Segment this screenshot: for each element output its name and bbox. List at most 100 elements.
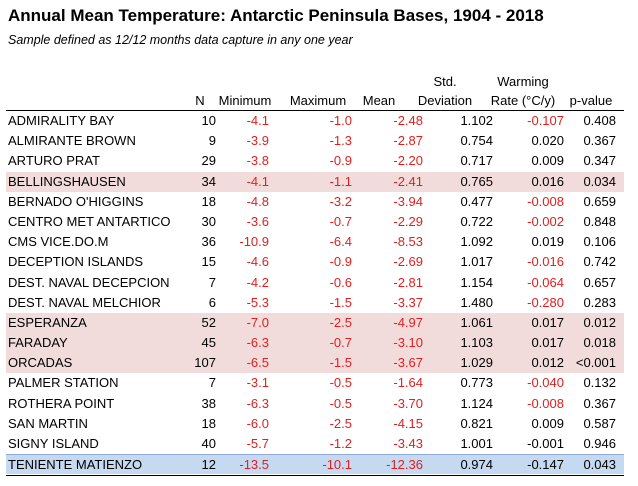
station-name: CENTRO MET ANTARTICO xyxy=(8,213,171,229)
table-row: ALMIRANTE BROWN 9 -3.9 -1.3 -2.87 0.754 0.020 0… xyxy=(6,131,624,151)
mean-value: -2.87 xyxy=(393,133,423,149)
maximum-value: -0.7 xyxy=(329,335,352,351)
warming-rate-value: 0.012 xyxy=(531,355,564,371)
std-deviation-value: 0.477 xyxy=(460,193,493,209)
mean-value: -2.20 xyxy=(393,153,423,169)
maximum-value: -0.5 xyxy=(329,375,352,391)
n-value: 18 xyxy=(201,415,216,431)
maximum-value: -10.1 xyxy=(322,457,352,473)
minimum-value: -7.0 xyxy=(246,314,269,330)
n-value: 18 xyxy=(201,193,216,209)
maximum-value: -0.6 xyxy=(329,274,352,290)
minimum-value: -3.1 xyxy=(246,375,269,391)
mean-value: -3.94 xyxy=(393,193,423,209)
table-bottom-border xyxy=(6,475,624,476)
mean-value: -3.70 xyxy=(393,395,423,411)
minimum-value: -3.6 xyxy=(246,213,269,229)
station-name: CMS VICE.DO.M xyxy=(8,234,109,250)
std-deviation-value: 0.773 xyxy=(460,375,493,391)
warming-rate-value: 0.017 xyxy=(531,314,564,330)
station-name: TENIENTE MATIENZO xyxy=(8,457,143,473)
n-value: 30 xyxy=(201,213,216,229)
p-value: 0.367 xyxy=(583,395,616,411)
p-value: 0.043 xyxy=(583,457,616,473)
std-deviation-value: 1.061 xyxy=(460,314,493,330)
mean-value: -3.10 xyxy=(393,335,423,351)
warming-rate-value: 0.016 xyxy=(531,173,564,189)
std-deviation-value: 0.821 xyxy=(460,415,493,431)
warming-rate-value: -0.008 xyxy=(527,193,564,209)
maximum-value: -2.5 xyxy=(329,314,352,330)
p-value: <0.001 xyxy=(575,355,616,371)
mean-value: -2.29 xyxy=(393,213,423,229)
mean-value: -12.36 xyxy=(386,457,423,473)
station-name: SIGNY ISLAND xyxy=(8,436,99,451)
station-name: SAN MARTIN xyxy=(8,415,88,431)
n-value: 34 xyxy=(201,173,216,189)
mean-value: -2.81 xyxy=(393,274,423,290)
maximum-value: -1.5 xyxy=(329,294,352,310)
station-name: BERNADO O'HIGGINS xyxy=(8,193,144,209)
warming-rate-value: -0.280 xyxy=(527,294,564,310)
p-value: 0.367 xyxy=(583,133,616,149)
maximum-value: -0.9 xyxy=(329,254,352,270)
table-row: ADMIRALITY BAY 10 -4.1 -1.0 -2.48 1.102 -0.107… xyxy=(6,111,624,131)
table-title: Annual Mean Temperature: Antarctic Penin… xyxy=(8,6,544,25)
n-value: 6 xyxy=(208,294,216,310)
header-minimum: Minimum xyxy=(218,93,272,108)
warming-rate-value: 0.020 xyxy=(531,133,564,149)
p-value: 0.132 xyxy=(583,375,616,391)
minimum-value: -3.8 xyxy=(246,153,269,169)
table-row: SAN MARTIN 18 -6.0 -2.5 -4.15 0.821 0.009 0.587 xyxy=(6,414,624,434)
n-value: 38 xyxy=(201,395,216,411)
minimum-value: -4.1 xyxy=(246,113,269,128)
n-value: 15 xyxy=(201,254,216,270)
maximum-value: -1.2 xyxy=(329,436,352,451)
maximum-value: -1.0 xyxy=(329,113,352,128)
table-row: ORCADAS 107 -6.5 -1.5 -3.67 1.029 0.012 <0.001 xyxy=(6,353,624,374)
minimum-value: -10.9 xyxy=(239,234,269,250)
minimum-value: -6.3 xyxy=(246,395,269,411)
header-warming-line1: Warming xyxy=(497,74,549,89)
minimum-value: -6.3 xyxy=(246,335,269,351)
p-value: 0.946 xyxy=(583,436,616,451)
station-name: ADMIRALITY BAY xyxy=(8,113,115,128)
mean-value: -3.67 xyxy=(393,355,423,371)
warming-rate-value: -0.016 xyxy=(527,254,564,270)
maximum-value: -2.5 xyxy=(329,415,352,431)
station-name: BELLINGSHAUSEN xyxy=(8,173,126,189)
std-deviation-value: 1.480 xyxy=(460,294,493,310)
n-value: 7 xyxy=(208,274,216,290)
table-row: BELLINGSHAUSEN 34 -4.1 -1.1 -2.41 0.765 0.016 0… xyxy=(6,171,624,192)
warming-rate-value: -0.001 xyxy=(527,436,564,451)
table-subtitle: Sample defined as 12/12 months data capt… xyxy=(8,33,353,47)
p-value: 0.034 xyxy=(583,173,616,189)
std-deviation-value: 0.974 xyxy=(460,457,493,473)
std-deviation-value: 1.103 xyxy=(460,335,493,351)
n-value: 107 xyxy=(194,355,216,371)
n-value: 36 xyxy=(201,234,216,250)
p-value: 0.018 xyxy=(583,335,616,351)
minimum-value: -4.1 xyxy=(246,173,269,189)
maximum-value: -6.4 xyxy=(329,234,352,250)
n-value: 7 xyxy=(208,375,216,391)
header-warming-line2: Rate (°C/y) xyxy=(490,93,556,108)
p-value: 0.848 xyxy=(583,213,616,229)
table-row: ESPERANZA 52 -7.0 -2.5 -4.97 1.061 0.017 0.012 xyxy=(6,312,624,334)
warming-rate-value: -0.008 xyxy=(527,395,564,411)
std-deviation-value: 1.092 xyxy=(460,234,493,250)
table-row: DEST. NAVAL MELCHIOR 6 -5.3 -1.5 -3.37 1.480 -… xyxy=(6,293,624,313)
mean-value: -3.37 xyxy=(393,294,423,310)
header-mean: Mean xyxy=(362,93,396,108)
header-pvalue: p-value xyxy=(569,93,613,108)
n-value: 29 xyxy=(201,153,216,169)
header-std-line2: Deviation xyxy=(417,93,473,108)
std-deviation-value: 0.754 xyxy=(460,133,493,149)
station-name: ALMIRANTE BROWN xyxy=(8,133,136,149)
std-deviation-value: 1.017 xyxy=(460,254,493,270)
header-n: N xyxy=(195,93,205,108)
p-value: 0.659 xyxy=(583,193,616,209)
warming-rate-value: -0.147 xyxy=(527,457,564,473)
station-name: ORCADAS xyxy=(8,355,73,371)
n-value: 40 xyxy=(201,436,216,451)
